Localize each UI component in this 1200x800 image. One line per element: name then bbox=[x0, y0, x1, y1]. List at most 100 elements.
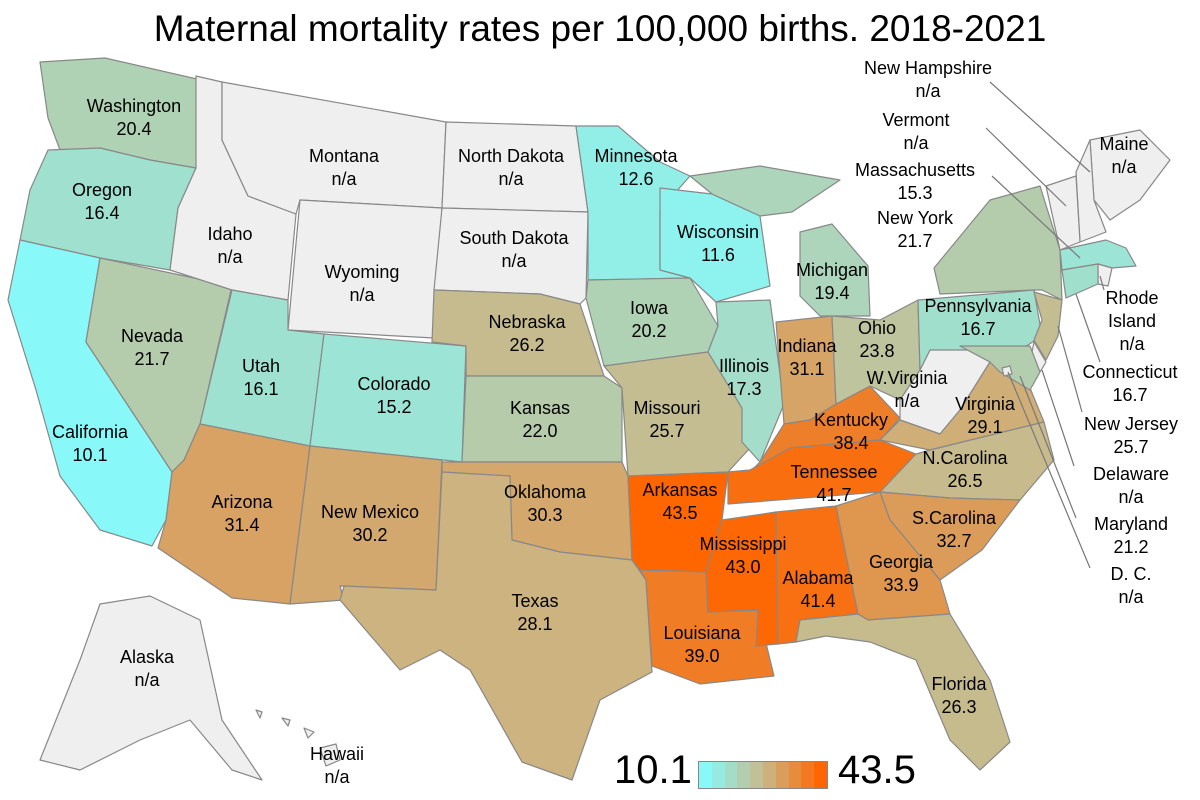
state-new-mexico[interactable] bbox=[289, 445, 443, 605]
state-name: Florida bbox=[931, 674, 987, 694]
state-label-utah: Utah 16.1 bbox=[242, 356, 280, 399]
state-label-vermont: Vermont n/a bbox=[882, 110, 949, 153]
state-label-alabama: Alabama 41.4 bbox=[782, 568, 854, 611]
state-value: 12.6 bbox=[618, 169, 653, 189]
legend-swatch bbox=[750, 762, 763, 788]
state-label-kentucky: Kentucky 38.4 bbox=[814, 410, 888, 453]
state-value: n/a bbox=[894, 391, 920, 411]
state-name: Island bbox=[1108, 311, 1156, 331]
state-label-hawaii: Hawaii n/a bbox=[310, 744, 364, 787]
state-label-d-c-: D. C. n/a bbox=[1110, 564, 1151, 607]
state-value: 31.4 bbox=[224, 515, 259, 535]
state-value: 29.1 bbox=[967, 417, 1002, 437]
state-name: New Hampshire bbox=[864, 58, 992, 78]
state-hawaii[interactable] bbox=[255, 709, 341, 767]
state-new-jersey[interactable] bbox=[1033, 291, 1063, 361]
state-name: Louisiana bbox=[663, 623, 741, 643]
state-value: 21.2 bbox=[1113, 537, 1148, 557]
state-kansas[interactable] bbox=[461, 375, 623, 463]
state-maryland[interactable] bbox=[959, 345, 1041, 391]
state-connecticut[interactable] bbox=[1061, 263, 1099, 299]
state-label-wisconsin: Wisconsin 11.6 bbox=[677, 222, 759, 265]
state-label-new-hampshire: New Hampshire n/a bbox=[864, 58, 992, 101]
state-new-york[interactable] bbox=[933, 185, 1063, 301]
state-name: Pennsylvania bbox=[924, 296, 1032, 316]
state-labels: Washington 20.4 Oregon 16.4 California 10.1 Ne… bbox=[52, 58, 1178, 787]
state-name: Massachusetts bbox=[855, 160, 975, 180]
state-name: N.Carolina bbox=[922, 448, 1008, 468]
state-dc[interactable] bbox=[1001, 365, 1013, 377]
state-name: Alaska bbox=[120, 647, 175, 667]
state-michigan[interactable] bbox=[689, 165, 871, 317]
state-name: Missouri bbox=[633, 398, 700, 418]
state-value: 30.3 bbox=[527, 505, 562, 525]
state-name: Hawaii bbox=[310, 744, 364, 764]
state-name: Vermont bbox=[882, 110, 949, 130]
state-name: Oklahoma bbox=[504, 482, 587, 502]
state-label-california: California 10.1 bbox=[52, 422, 129, 465]
legend-swatch bbox=[737, 762, 751, 788]
state-value: 38.4 bbox=[833, 433, 868, 453]
state-illinois[interactable] bbox=[707, 299, 785, 463]
state-label-n-carolina: N.Carolina 26.5 bbox=[922, 448, 1008, 491]
state-label-pennsylvania: Pennsylvania 16.7 bbox=[924, 296, 1032, 339]
state-value: 16.4 bbox=[84, 203, 119, 223]
state-label-north-dakota: North Dakota n/a bbox=[458, 146, 565, 189]
state-name: Texas bbox=[511, 591, 558, 611]
state-label-louisiana: Louisiana 39.0 bbox=[663, 623, 741, 666]
state-label-minnesota: Minnesota 12.6 bbox=[594, 146, 678, 189]
legend-swatch bbox=[699, 762, 712, 788]
state-value: 25.7 bbox=[649, 421, 684, 441]
state-name: W.Virginia bbox=[867, 368, 949, 388]
state-name: Nevada bbox=[121, 326, 184, 346]
state-value: n/a bbox=[498, 169, 524, 189]
state-name: Iowa bbox=[630, 298, 669, 318]
state-label-new-york: New York 21.7 bbox=[877, 208, 954, 251]
state-label-connecticut: Connecticut 16.7 bbox=[1082, 362, 1177, 405]
legend-color-bar bbox=[698, 761, 828, 789]
state-texas[interactable] bbox=[339, 471, 653, 781]
leader-lines bbox=[985, 81, 1105, 569]
state-label-w-virginia: W.Virginia n/a bbox=[867, 368, 949, 411]
state-name: Tennessee bbox=[790, 462, 877, 482]
state-value: n/a bbox=[331, 169, 357, 189]
state-value: 20.2 bbox=[631, 321, 666, 341]
state-value: 16.7 bbox=[1112, 385, 1147, 405]
state-label-new-jersey: New Jersey 25.7 bbox=[1084, 414, 1178, 457]
state-rhode-island[interactable] bbox=[1097, 263, 1113, 287]
state-name: Illinois bbox=[719, 356, 769, 376]
state-value: 21.7 bbox=[897, 231, 932, 251]
state-name: New York bbox=[877, 208, 954, 228]
state-name: Idaho bbox=[207, 224, 252, 244]
state-alaska[interactable] bbox=[39, 595, 263, 781]
state-name: South Dakota bbox=[459, 228, 569, 248]
legend-min-label: 10.1 bbox=[614, 748, 692, 792]
state-name: Rhode bbox=[1105, 288, 1158, 308]
state-value: n/a bbox=[915, 81, 941, 101]
state-name: Virginia bbox=[955, 394, 1016, 414]
state-value: n/a bbox=[134, 670, 160, 690]
state-value: 17.3 bbox=[726, 379, 761, 399]
state-north-dakota[interactable] bbox=[441, 121, 589, 213]
state-label-s-carolina: S.Carolina 32.7 bbox=[912, 508, 997, 551]
state-value: n/a bbox=[1118, 587, 1144, 607]
state-name: North Dakota bbox=[458, 146, 565, 166]
legend-swatch bbox=[724, 762, 738, 788]
state-name: Alabama bbox=[782, 568, 854, 588]
state-name: Kentucky bbox=[814, 410, 888, 430]
state-value: 26.3 bbox=[941, 697, 976, 717]
state-value: 31.1 bbox=[789, 359, 824, 379]
state-label-arkansas: Arkansas 43.5 bbox=[642, 480, 717, 523]
state-name: D. C. bbox=[1110, 564, 1151, 584]
state-value: n/a bbox=[1111, 157, 1137, 177]
state-florida[interactable] bbox=[795, 613, 1011, 771]
state-value: n/a bbox=[217, 247, 243, 267]
state-name: New Jersey bbox=[1084, 414, 1178, 434]
state-label-delaware: Delaware n/a bbox=[1093, 464, 1169, 507]
state-name: Georgia bbox=[869, 552, 934, 572]
state-label-texas: Texas 28.1 bbox=[511, 591, 558, 634]
state-label-florida: Florida 26.3 bbox=[931, 674, 987, 717]
state-value: 41.4 bbox=[800, 591, 835, 611]
state-label-maryland: Maryland 21.2 bbox=[1094, 514, 1168, 557]
state-value: 19.4 bbox=[814, 283, 849, 303]
